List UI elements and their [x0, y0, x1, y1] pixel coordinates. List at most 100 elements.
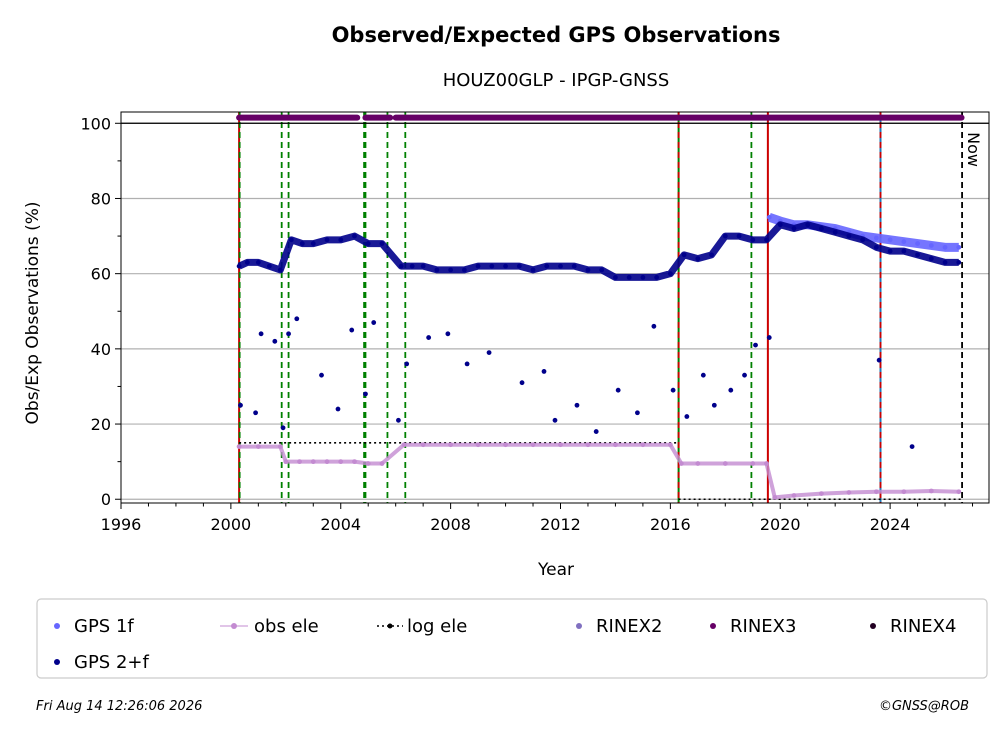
- gps-2f-point: [736, 233, 742, 239]
- gps-2f-point: [626, 275, 632, 280]
- x-tick-label: 2008: [430, 515, 471, 534]
- obs-ele-point: [819, 491, 824, 497]
- gps-2f-point: [915, 252, 920, 258]
- x-tick-label: 2000: [211, 515, 252, 534]
- gps-2f-point: [324, 237, 330, 243]
- gps-2f-point: [753, 342, 758, 348]
- gps-2f-point: [255, 259, 261, 265]
- legend-entry: GPS 1f: [54, 616, 134, 637]
- obs-ele-point: [667, 442, 673, 448]
- gps-1f-point: [766, 214, 772, 220]
- obs-ele-point: [352, 459, 357, 465]
- legend-entry: obs ele: [220, 616, 319, 637]
- x-tick-label: 2012: [540, 515, 581, 534]
- gps-2f-point: [805, 222, 811, 228]
- gps-2f-point: [434, 267, 440, 273]
- obs-ele-point: [365, 461, 371, 466]
- obs-ele-point: [475, 442, 481, 448]
- obs-ele-point: [901, 489, 907, 495]
- obs-ele-point: [283, 459, 289, 465]
- gps-2f-point: [288, 237, 294, 243]
- event-lines: [238, 112, 963, 503]
- gps-2f-point: [709, 252, 714, 258]
- gps-2f-point: [363, 391, 368, 397]
- gps-2f-point: [277, 267, 283, 273]
- gps-1f-point: [915, 241, 920, 246]
- legend-entry: RINEX3: [710, 616, 796, 637]
- legend: GPS 1f obs ele log ele RINEX2 RINEX3 RINEX4 GP…: [54, 616, 956, 673]
- axes: 1996 2000 2004 2008 2012 2016 2020 2024 0 20 40 60 8…: [80, 114, 974, 534]
- gps-2f-point: [860, 237, 866, 243]
- chart-title: Observed/Expected GPS Observations: [332, 23, 781, 47]
- gps-2f-point: [832, 229, 838, 235]
- gps-2f-point: [266, 263, 272, 269]
- now-label: Now: [964, 132, 983, 167]
- gps-2f-point: [585, 267, 591, 273]
- gps-2f-point: [942, 259, 948, 265]
- gps-2f-point: [684, 414, 690, 419]
- legend-marker: [54, 623, 60, 629]
- gps-2f-point: [294, 316, 300, 322]
- gps-2f-point: [519, 380, 525, 386]
- gps-2f-point: [764, 237, 769, 243]
- obs-ele-point: [558, 442, 563, 448]
- gps-2f-point: [901, 248, 907, 254]
- legend-entry: RINEX4: [870, 616, 956, 637]
- gps-2f-point: [365, 241, 371, 246]
- gps-2f-point: [681, 252, 687, 258]
- gps-2f-point: [448, 267, 454, 273]
- gps-2f-point: [766, 335, 772, 340]
- gps-1f-point: [942, 244, 948, 250]
- x-tick-label: 1996: [101, 515, 142, 534]
- gps-2f-point: [846, 233, 852, 239]
- y-tick-label: 60: [91, 265, 111, 284]
- gps-2f-point: [286, 331, 291, 337]
- obs-ele-point: [401, 442, 407, 448]
- gps-2f-point: [728, 387, 734, 393]
- y-tick-label: 20: [91, 415, 111, 434]
- obs-ele-point: [764, 461, 769, 466]
- footer-timestamp: Fri Aug 14 12:26:06 2026: [36, 699, 202, 714]
- legend-marker: [870, 623, 876, 629]
- obs-ele-point: [236, 444, 242, 450]
- gps-2f-point: [711, 402, 717, 408]
- gps-2f-point: [722, 233, 728, 239]
- gps-2f-point: [280, 425, 286, 431]
- obs-ele-point: [297, 459, 302, 465]
- y-tick-label: 100: [80, 114, 111, 133]
- gps-2f-point: [319, 372, 324, 378]
- gps-2f-point: [379, 241, 385, 246]
- obs-ele-point: [530, 442, 536, 448]
- obs-ele-point: [338, 459, 344, 465]
- obs-ele-line: [239, 442, 959, 500]
- legend-entry: RINEX2: [576, 616, 662, 637]
- obs-ele-point: [420, 442, 426, 448]
- legend-label: GPS 2+f: [74, 652, 149, 673]
- gps-2f-point: [426, 335, 432, 340]
- legend-label: GPS 1f: [74, 616, 134, 637]
- gps-2f-point: [750, 237, 756, 243]
- obs-ele-point: [379, 461, 385, 466]
- legend-entry: GPS 2+f: [54, 652, 149, 673]
- gps-2f-point: [338, 237, 344, 243]
- y-axis-label: Obs/Exp Observations (%): [23, 202, 43, 425]
- x-tick-label: 2024: [870, 515, 911, 534]
- gps-2f-point: [503, 263, 508, 269]
- gps-2f-point: [928, 256, 934, 262]
- legend-marker: [387, 623, 393, 629]
- legend-marker: [54, 659, 60, 665]
- gps-2f-point: [516, 263, 522, 269]
- legend-marker: [576, 623, 582, 629]
- gps-2f-point: [236, 263, 242, 269]
- obs-ele-point: [928, 488, 934, 494]
- gps-2f-point: [670, 387, 676, 393]
- gps-2f-point: [238, 402, 243, 408]
- y-tick-label: 40: [91, 340, 111, 359]
- gps-2f-point: [552, 417, 558, 423]
- obs-ele-point: [695, 461, 701, 466]
- gps-1f-point: [956, 244, 962, 250]
- obs-ele-point: [310, 459, 316, 465]
- gps-2f-point: [615, 387, 621, 393]
- gps-2f-point: [349, 327, 355, 333]
